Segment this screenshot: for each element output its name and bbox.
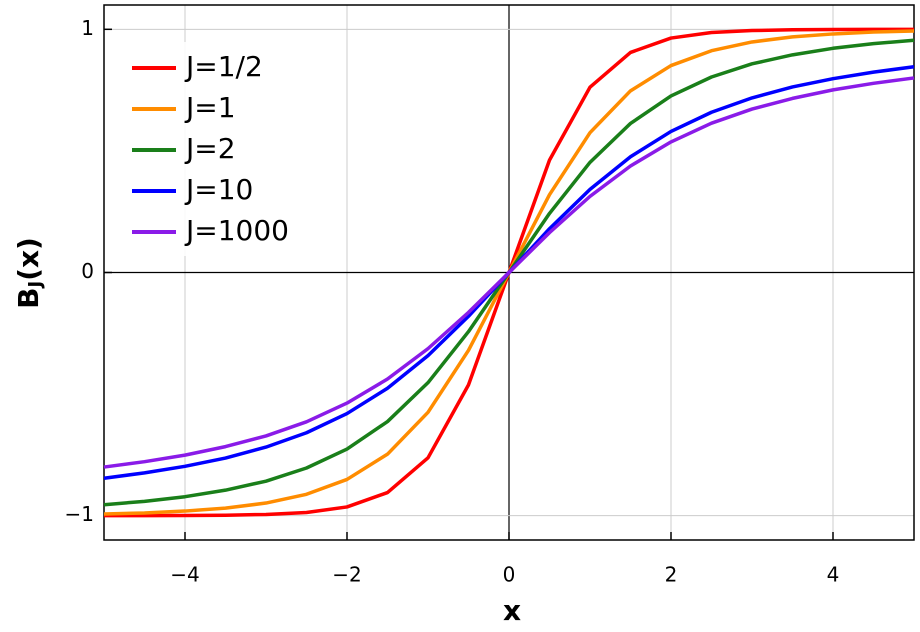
legend-label: J=2 <box>184 132 236 165</box>
y-tick-label: 1 <box>81 16 94 40</box>
legend-label: J=10 <box>184 173 253 206</box>
series-line <box>103 76 915 469</box>
y-tick-label: 0 <box>81 259 94 283</box>
x-tick-label: −2 <box>332 563 361 587</box>
x-tick-label: −4 <box>170 563 199 587</box>
y-tick-label: −1 <box>65 502 94 526</box>
x-tick-label: 0 <box>503 563 516 587</box>
x-axis-label: x <box>503 594 521 627</box>
legend-label: J=1/2 <box>184 50 263 83</box>
legend-label: J=1 <box>184 91 236 124</box>
x-tick-label: 4 <box>827 563 840 587</box>
plot-frame <box>103 4 915 541</box>
legend-label: J=1000 <box>184 214 289 247</box>
y-axis-label: BJ(x) <box>12 237 46 309</box>
x-tick-label: 2 <box>665 563 678 587</box>
